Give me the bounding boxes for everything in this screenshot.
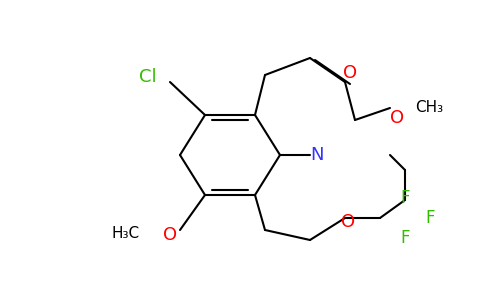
Text: F: F [400,189,410,207]
Text: CH₃: CH₃ [415,100,443,116]
Text: O: O [163,226,177,244]
Text: O: O [390,109,404,127]
Text: N: N [310,146,324,164]
Text: H₃C: H₃C [112,226,140,241]
Text: Cl: Cl [139,68,157,86]
Text: F: F [400,229,410,247]
Text: O: O [343,64,357,82]
Text: O: O [341,213,355,231]
Text: F: F [425,209,435,227]
